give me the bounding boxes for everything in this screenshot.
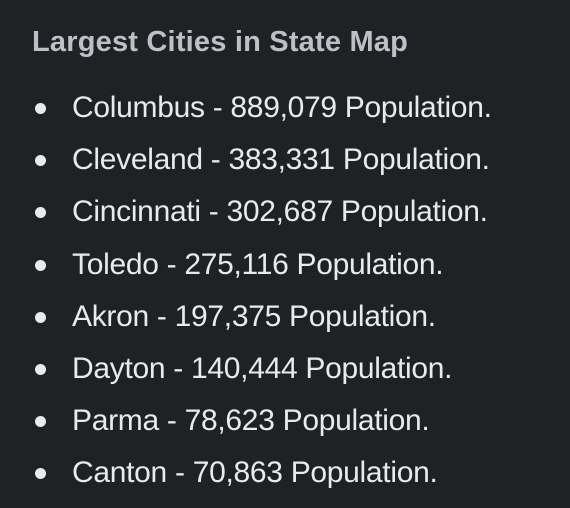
list-item: Cincinnati - 302,687 Population. [32, 186, 570, 238]
list-item: Akron - 197,375 Population. [32, 291, 570, 343]
bullet [35, 207, 46, 219]
item-text: Dayton - 140,444 Population. [72, 352, 453, 386]
list-item: Toledo - 275,116 Population. [32, 239, 570, 291]
list-item: Columbus - 889,079 Population. [32, 82, 570, 134]
item-text: Toledo - 275,116 Population. [72, 247, 444, 281]
bullet [35, 155, 46, 167]
bullet [35, 468, 46, 480]
list-item: Dayton - 140,444 Population. [32, 343, 570, 395]
bullet [35, 311, 46, 323]
list-item: Cleveland - 383,331 Population. [32, 134, 570, 186]
heading: Largest Cities in State Map [32, 26, 409, 58]
item-text: Cincinnati - 302,687 Population. [72, 195, 488, 229]
list-item: Parma - 78,623 Population. [32, 395, 570, 447]
bullet [35, 364, 46, 376]
item-text: Columbus - 889,079 Population. [72, 91, 492, 124]
bullet [35, 416, 46, 428]
item-text: Parma - 78,623 Population. [72, 404, 430, 438]
item-text: Canton - 70,863 Population. [72, 456, 438, 490]
bullet [35, 259, 46, 271]
item-text: Cleveland - 383,331 Population. [72, 143, 490, 177]
city-list: Columbus - 889,079 Population. Cleveland … [32, 82, 570, 500]
bullet [35, 103, 46, 114]
item-text: Akron - 197,375 Population. [72, 299, 436, 333]
list-item: Canton - 70,863 Population. [32, 447, 570, 499]
